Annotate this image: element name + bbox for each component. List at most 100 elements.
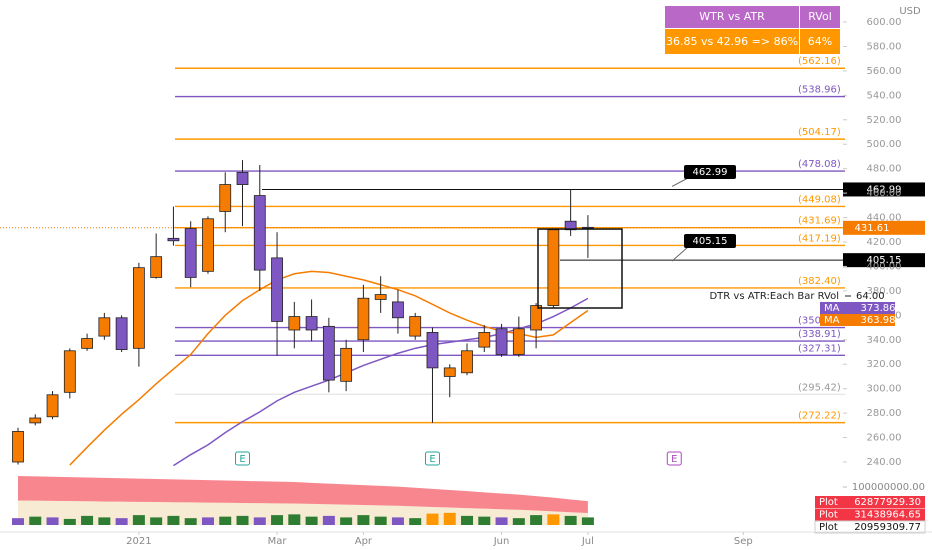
y-tick-label: 240.00 bbox=[867, 457, 902, 468]
candle-body bbox=[426, 332, 439, 369]
x-tick-label: Mar bbox=[268, 536, 288, 547]
level-label: (538.96) bbox=[798, 85, 841, 96]
volume-bar bbox=[167, 515, 180, 525]
volume-bar bbox=[29, 516, 42, 525]
candle-body bbox=[582, 226, 594, 229]
ma-label-name: MA bbox=[824, 303, 840, 314]
candle-body bbox=[443, 367, 456, 377]
price-label-box bbox=[843, 220, 925, 235]
callout-label: 462.99 bbox=[693, 167, 728, 178]
candle-body bbox=[478, 332, 491, 348]
volume-bar bbox=[547, 514, 560, 525]
candle-body bbox=[547, 229, 560, 306]
volume-bar bbox=[219, 516, 232, 525]
table-value: 64% bbox=[808, 35, 832, 48]
candle-body bbox=[167, 237, 180, 242]
earnings-marker bbox=[235, 451, 251, 466]
table-header: WTR vs ATR bbox=[699, 10, 765, 23]
y-tick-label: 520.00 bbox=[867, 115, 902, 126]
y-tick-label: 400.00 bbox=[867, 261, 902, 272]
earnings-label: E bbox=[429, 454, 435, 465]
callout-box bbox=[684, 234, 736, 248]
volume-tick-label: 100000000.00 bbox=[852, 482, 925, 493]
candle-body bbox=[305, 316, 318, 331]
rvol-value: 64.00 bbox=[856, 291, 885, 302]
plot-label-value: 31438964.65 bbox=[854, 510, 921, 521]
candle-body bbox=[461, 350, 473, 374]
y-tick-label: 560.00 bbox=[867, 66, 902, 77]
x-tick-label: Jun bbox=[493, 536, 510, 547]
y-tick-label: 260.00 bbox=[867, 433, 902, 444]
table-value: 36.85 vs 42.96 => 86% bbox=[666, 35, 798, 48]
volume-bar bbox=[98, 517, 111, 525]
candle-body bbox=[63, 350, 76, 393]
ma-label-name: MA bbox=[824, 315, 840, 326]
level-label: (382.40) bbox=[798, 276, 841, 287]
x-tick-label: Sep bbox=[734, 536, 753, 547]
candle-body bbox=[530, 305, 542, 331]
candle-body bbox=[184, 228, 197, 278]
level-label: (417.19) bbox=[798, 233, 841, 244]
callout-pointer bbox=[671, 177, 689, 187]
volume-bar bbox=[46, 517, 59, 525]
y-tick-label: 300.00 bbox=[867, 384, 902, 395]
price-label-box bbox=[843, 182, 925, 197]
volume-bar bbox=[115, 518, 128, 525]
y-tick-label: 340.00 bbox=[867, 335, 902, 346]
y-tick-label: 320.00 bbox=[867, 359, 902, 370]
candle-body bbox=[46, 394, 59, 418]
table-header-cell bbox=[800, 6, 840, 28]
table-header: RVol bbox=[808, 10, 832, 23]
volume-bar bbox=[581, 517, 594, 525]
plot-label-value: 20959309.77 bbox=[854, 522, 921, 533]
level-label: (449.08) bbox=[798, 194, 841, 205]
candle-body bbox=[340, 347, 353, 382]
candle-body bbox=[253, 195, 266, 271]
volume-bar bbox=[478, 516, 491, 525]
level-label: (478.08) bbox=[798, 159, 841, 170]
plot-label-box bbox=[814, 520, 926, 534]
candle-body bbox=[271, 257, 283, 322]
volume-bar bbox=[512, 518, 525, 525]
callout-pointer bbox=[671, 246, 689, 262]
candle-body bbox=[409, 316, 422, 337]
candle-body bbox=[512, 328, 525, 355]
range-box bbox=[537, 228, 623, 309]
level-label: (338.91) bbox=[798, 329, 841, 340]
volume-bar bbox=[201, 517, 214, 525]
y-tick-label: 440.00 bbox=[867, 213, 902, 224]
x-tick-label: Jul bbox=[581, 536, 594, 547]
callout-label: 405.15 bbox=[693, 236, 728, 247]
plot-label-value: 62877929.30 bbox=[854, 497, 921, 508]
level-label: (295.42) bbox=[798, 382, 841, 393]
volume-bar bbox=[409, 518, 422, 525]
volume-bar bbox=[81, 515, 94, 525]
plot-label-box bbox=[815, 496, 925, 508]
x-tick-label: 2021 bbox=[126, 536, 151, 547]
earnings-label: E bbox=[671, 454, 677, 465]
plot-label-box bbox=[815, 508, 925, 521]
y-tick-label: 580.00 bbox=[867, 41, 902, 52]
candle-body bbox=[150, 256, 163, 278]
price-label: 405.15 bbox=[867, 255, 902, 266]
volume-ma-area bbox=[18, 475, 588, 514]
price-label: 462.99 bbox=[867, 184, 902, 195]
candle-body bbox=[357, 297, 370, 341]
volume-bar bbox=[253, 517, 266, 525]
earnings-marker bbox=[424, 451, 440, 466]
volume-bar bbox=[288, 514, 301, 525]
plot-label-name: Plot bbox=[819, 522, 838, 533]
volume-bar bbox=[391, 517, 404, 525]
volume-bar bbox=[322, 515, 335, 525]
table-cell bbox=[800, 29, 840, 54]
candle-body bbox=[236, 171, 249, 185]
y-tick-label: 500.00 bbox=[867, 139, 902, 150]
level-label: (327.31) bbox=[798, 343, 841, 354]
candle-body bbox=[219, 184, 232, 212]
y-tick-label: 380.00 bbox=[867, 286, 902, 297]
candle-body bbox=[81, 338, 93, 349]
price-label: 431.61 bbox=[855, 223, 890, 234]
level-label: (350 bbox=[798, 316, 821, 327]
volume-bar bbox=[150, 517, 163, 525]
candle-body bbox=[374, 294, 387, 300]
